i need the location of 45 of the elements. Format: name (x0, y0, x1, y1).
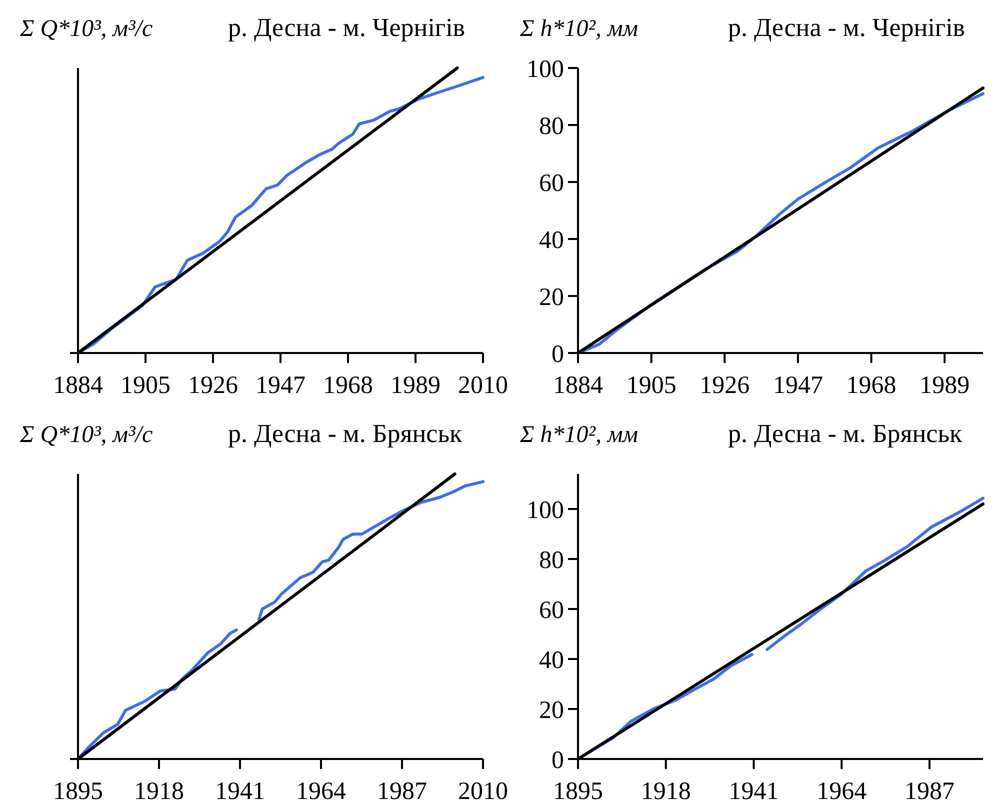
chart-title: р. Десна - м. Брянськ (728, 419, 963, 448)
y-axis-title: Σ Q*10³, м³/с (19, 16, 153, 42)
y-tick-label: 40 (539, 646, 564, 674)
x-tick-label: 1918 (640, 778, 691, 805)
x-tick-label: 1968 (323, 372, 373, 399)
y-tick-label: 60 (539, 170, 564, 197)
x-tick-label: 1968 (846, 372, 896, 399)
x-tick-label: 1941 (215, 778, 265, 805)
x-tick-label: 1926 (700, 372, 750, 399)
x-tick-label: 1989 (390, 372, 440, 399)
y-tick-label: 60 (539, 596, 564, 624)
x-tick-label: 2010 (458, 778, 508, 805)
x-tick-label: 1947 (772, 372, 823, 399)
y-tick-label: 0 (552, 746, 564, 774)
x-tick-label: 1918 (134, 778, 184, 805)
x-tick-label: 2010 (458, 372, 508, 399)
x-tick-label: 1884 (53, 372, 104, 399)
x-tick-label: 1926 (188, 372, 238, 399)
x-tick-label: 1941 (728, 778, 779, 805)
y-tick-label: 100 (526, 496, 564, 524)
x-tick-label: 1989 (920, 372, 970, 399)
x-tick-label: 1964 (296, 778, 346, 805)
y-axis-title: Σ h*10², мм (519, 16, 638, 42)
x-tick-label: 1905 (626, 372, 676, 399)
x-tick-label: 1895 (53, 778, 103, 805)
x-tick-label: 1884 (553, 372, 604, 399)
x-tick-label: 1987 (377, 778, 427, 805)
chart-title: р. Десна - м. Брянськ (228, 419, 463, 448)
chart-title: р. Десна - м. Чернігів (728, 13, 966, 42)
y-tick-label: 100 (526, 56, 564, 83)
x-tick-label: 1987 (904, 778, 955, 805)
y-tick-label: 40 (539, 226, 564, 254)
y-tick-label: 80 (539, 546, 564, 574)
x-tick-label: 1895 (553, 778, 603, 805)
chart-title: р. Десна - м. Чернігів (228, 13, 466, 42)
y-axis-title: Σ h*10², мм (519, 422, 638, 448)
y-tick-label: 20 (539, 696, 564, 724)
x-tick-label: 1947 (256, 372, 306, 399)
line-series (766, 496, 984, 651)
x-tick-label: 1905 (120, 372, 170, 399)
y-axis-title: Σ Q*10³, м³/с (19, 422, 153, 448)
y-tick-label: 0 (552, 340, 564, 368)
x-tick-label: 1964 (816, 778, 868, 805)
y-tick-label: 80 (539, 112, 564, 140)
y-tick-label: 20 (539, 284, 564, 311)
